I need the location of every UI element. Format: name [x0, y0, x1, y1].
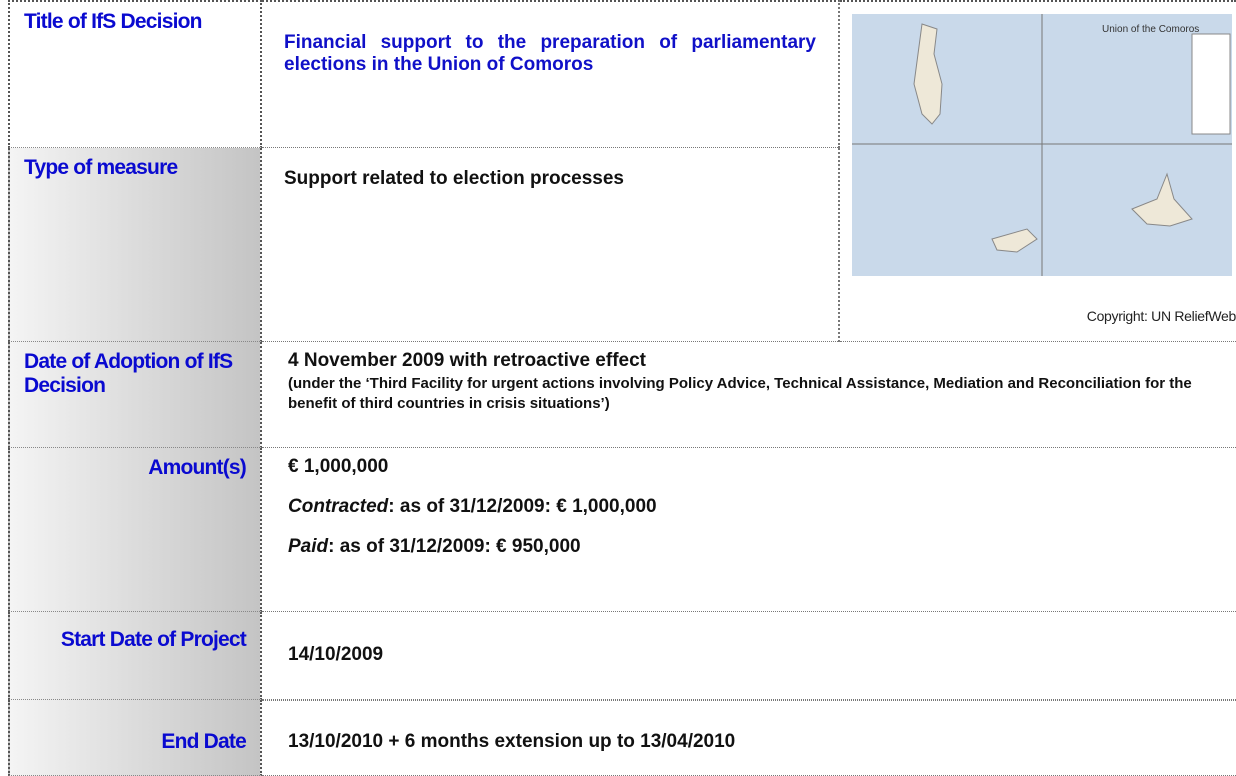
row-value: € 1,000,000 Contracted: as of 31/12/2009… [262, 448, 1236, 612]
contracted: Contracted: as of 31/12/2009: € 1,000,00… [288, 496, 1210, 518]
value-note: (under the ‘Third Facility for urgent ac… [288, 375, 1192, 412]
value-text: 4 November 2009 with retroactive effect [288, 350, 646, 371]
row-label: Start Date of Project [8, 612, 262, 700]
map-legend [1191, 33, 1231, 135]
row-label: Type of measure [8, 148, 262, 342]
row-value: 14/10/2009 [262, 612, 1236, 700]
row-value: Financial support to the preparation of … [262, 0, 840, 148]
contracted-text: : as of 31/12/2009: € 1,000,000 [388, 496, 657, 517]
row-label: Title of IfS Decision [8, 0, 262, 148]
map: Union of the Comoros [852, 14, 1232, 276]
row-value: 4 November 2009 with retroactive effect … [262, 342, 1236, 448]
island [991, 228, 1038, 253]
row-label: End Date [8, 700, 262, 776]
paid: Paid: as of 31/12/2009: € 950,000 [288, 536, 1210, 558]
row-label: Date of Adoption of IfS Decision [8, 342, 262, 448]
value-text: € 1,000,000 [288, 456, 389, 477]
row-value: Support related to election processes [262, 148, 840, 342]
island [913, 23, 943, 125]
paid-text: : as of 31/12/2009: € 950,000 [328, 536, 581, 557]
copyright: Copyright: UN ReliefWeb [1086, 308, 1236, 324]
row-value: 13/10/2010 + 6 months extension up to 13… [262, 700, 1236, 776]
map-title: Union of the Comoros [1102, 24, 1199, 35]
island [1131, 172, 1193, 227]
contracted-label: Contracted [288, 496, 389, 517]
paid-label: Paid [288, 536, 329, 557]
map-cell: Union of the Comoros Copyright: UN Relie… [840, 0, 1236, 342]
row-label: Amount(s) [8, 448, 262, 612]
